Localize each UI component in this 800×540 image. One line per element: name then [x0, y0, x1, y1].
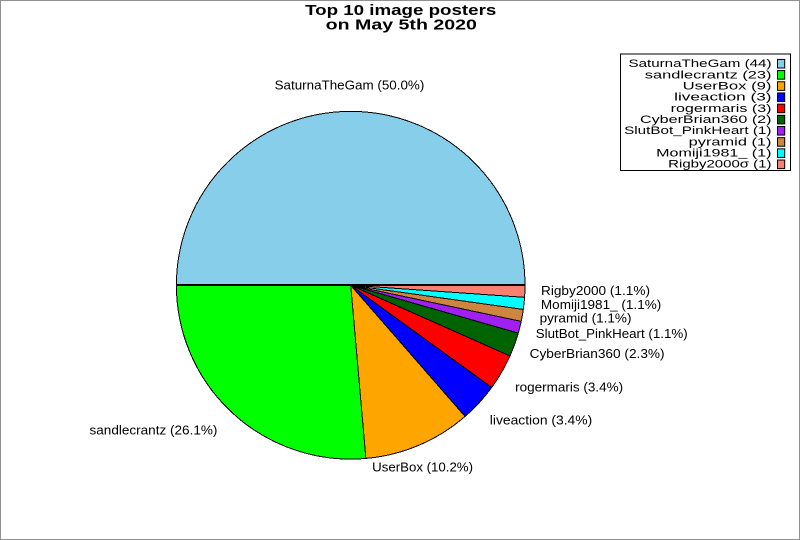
svg-text:SlutBot_PinkHeart (1.1%): SlutBot_PinkHeart (1.1%)	[536, 326, 688, 341]
svg-text:SaturnaTheGam (44): SaturnaTheGam (44)	[629, 58, 772, 70]
svg-text:sandlecrantz (23): sandlecrantz (23)	[645, 69, 772, 81]
svg-text:SaturnaTheGam (50.0%): SaturnaTheGam (50.0%)	[275, 78, 425, 93]
svg-text:pyramid (1): pyramid (1)	[689, 136, 772, 148]
svg-text:UserBox (9): UserBox (9)	[683, 80, 772, 92]
svg-text:on May 5th 2020: on May 5th 2020	[326, 17, 477, 34]
svg-text:UserBox (10.2%): UserBox (10.2%)	[372, 460, 473, 475]
svg-text:CyberBrian360 (2.3%): CyberBrian360 (2.3%)	[530, 346, 665, 361]
svg-text:liveaction (3): liveaction (3)	[674, 92, 772, 104]
svg-text:rogermaris (3.4%): rogermaris (3.4%)	[515, 379, 623, 394]
svg-text:liveaction (3.4%): liveaction (3.4%)	[490, 413, 592, 428]
svg-text:Momiji1981_ (1.1%): Momiji1981_ (1.1%)	[541, 297, 661, 312]
svg-text:sandlecrantz (26.1%): sandlecrantz (26.1%)	[90, 422, 218, 437]
svg-text:pyramid (1.1%): pyramid (1.1%)	[540, 311, 632, 326]
svg-text:rogermaris (3): rogermaris (3)	[671, 103, 772, 115]
svg-text:SlutBot_PinkHeart (1): SlutBot_PinkHeart (1)	[624, 125, 772, 137]
svg-text:Rigby2000 (1.1%): Rigby2000 (1.1%)	[541, 283, 650, 298]
svg-text:CyberBrian360 (2): CyberBrian360 (2)	[640, 114, 772, 126]
svg-text:Top 10 image posters: Top 10 image posters	[305, 2, 496, 19]
svg-text:Momiji1981_ (1): Momiji1981_ (1)	[656, 148, 772, 160]
svg-text:Rigby2000σ (1): Rigby2000σ (1)	[668, 159, 772, 171]
